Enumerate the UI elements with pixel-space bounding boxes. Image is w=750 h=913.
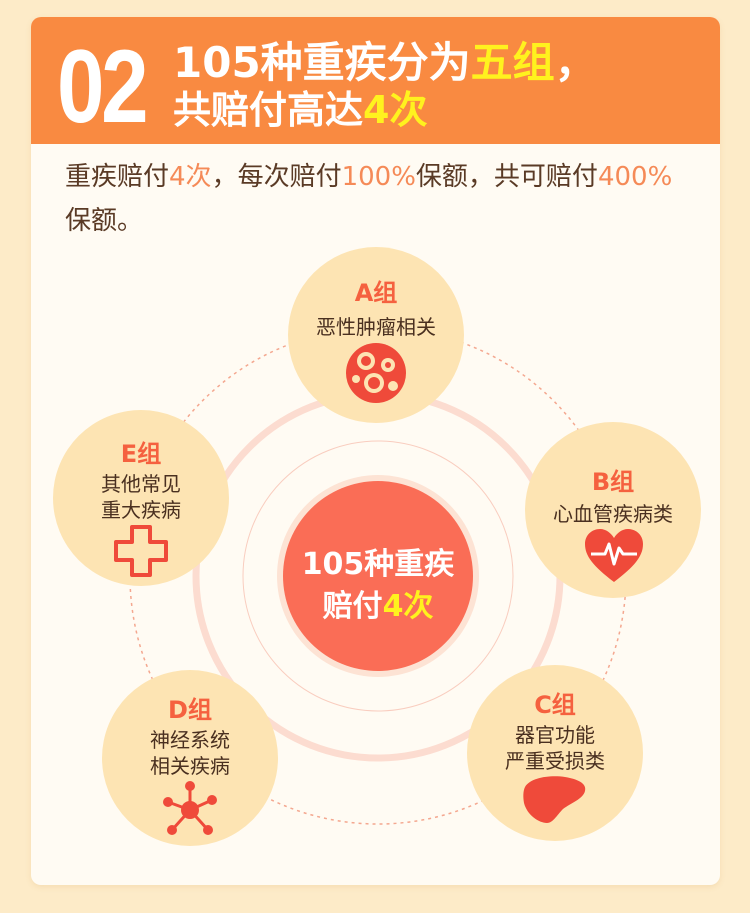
- header-title-line1: 105种重疾分为五组，: [173, 39, 597, 87]
- intro-part: 保额，共可赔付: [415, 162, 598, 192]
- intro-part: ，每次赔付: [211, 162, 342, 192]
- group-line1: 器官功能: [515, 723, 595, 747]
- liver-icon: [523, 776, 586, 823]
- group-letter: E组: [120, 440, 162, 468]
- group-line2: 严重受损类: [505, 749, 605, 773]
- header-line1-suffix: ，: [554, 38, 597, 87]
- group-line1: 恶性肿瘤相关: [316, 315, 436, 339]
- section-number: 02: [57, 29, 149, 145]
- tumor-cells-icon: [346, 343, 406, 403]
- group-letter: D组: [168, 696, 212, 724]
- neuron-network-icon: [163, 781, 217, 835]
- group-b-node: B组 心血管疾病类: [525, 422, 701, 598]
- group-line1: 心血管疾病类: [553, 502, 673, 526]
- center-line2: 赔付4次: [283, 581, 473, 625]
- header-line2-highlight: 4次: [363, 88, 428, 132]
- center-line1: 105种重疾: [301, 547, 455, 582]
- header-line2-text: 共赔付高达: [173, 88, 364, 132]
- header-banner: 02 105种重疾分为五组， 共赔付高达4次: [31, 17, 720, 144]
- intro-highlight: 4次: [169, 162, 212, 192]
- group-line1: 其他常见: [101, 472, 181, 496]
- header-line1-text: 105种重疾分为: [173, 38, 471, 87]
- group-letter: B组: [591, 468, 635, 496]
- group-letter: C组: [534, 691, 576, 719]
- center-line2-highlight: 4次: [382, 589, 434, 624]
- group-line1: 神经系统: [150, 728, 230, 752]
- intro-highlight: 100%: [341, 162, 416, 192]
- group-d-node: D组 神经系统 相关疾病: [102, 670, 278, 846]
- group-line2: 相关疾病: [150, 754, 230, 778]
- info-card: 02 105种重疾分为五组， 共赔付高达4次 重疾赔付4次，每次赔付100%保额…: [31, 17, 720, 885]
- group-a-node: A组 恶性肿瘤相关: [288, 247, 464, 423]
- intro-highlight: 400%: [597, 162, 673, 192]
- intro-part: 保额。: [65, 206, 144, 236]
- intro-text: 重疾赔付4次，每次赔付100%保额，共可赔付400% 保额。: [65, 155, 695, 243]
- heart-pulse-icon: [585, 529, 643, 582]
- medical-cross-icon: [114, 525, 168, 577]
- group-c-node: C组 器官功能 严重受损类: [467, 665, 643, 841]
- group-line2: 重大疾病: [101, 498, 181, 522]
- inner-ring: [242, 440, 514, 712]
- header-line1-highlight: 五组: [470, 38, 555, 87]
- intro-part: 重疾赔付: [65, 162, 170, 192]
- group-e-node: E组 其他常见 重大疾病: [53, 410, 229, 586]
- center-badge: 105种重疾 赔付4次: [283, 481, 473, 671]
- header-title-line2: 共赔付高达4次: [173, 87, 427, 133]
- center-line2-text: 赔付: [322, 589, 383, 624]
- group-letter: A组: [354, 279, 398, 307]
